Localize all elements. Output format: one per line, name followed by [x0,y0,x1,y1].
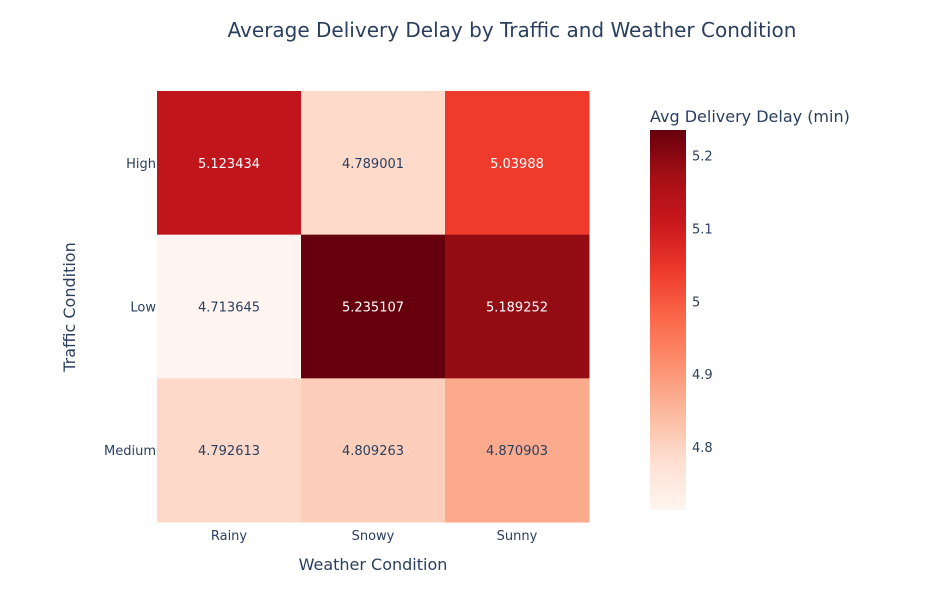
heatmap-cell-value: 4.789001 [342,157,404,172]
colorbar-gradient [650,130,686,510]
y-tick-label: Medium [104,444,156,459]
y-axis-ticks: High Low Medium [104,157,156,459]
heatmap-cell [157,234,302,379]
heatmap-cell [445,378,590,523]
y-tick-label: High [126,157,156,172]
heatmap-cell-value: 5.235107 [342,301,404,316]
colorbar: Avg Delivery Delay (min) 4.8 4.9 5 5.1 5.2 [650,107,850,510]
x-axis-title: Weather Condition [299,555,448,574]
y-axis-title: Traffic Condition [60,242,79,373]
heatmap-cell [301,91,446,236]
colorbar-title: Avg Delivery Delay (min) [650,107,850,126]
heatmap-cell-value: 5.03988 [490,157,544,172]
colorbar-tick-label: 4.8 [692,441,713,456]
chart-title: Average Delivery Delay by Traffic and We… [228,18,797,42]
colorbar-ticks: 4.8 4.9 5 5.1 5.2 [692,150,713,456]
heatmap-cell-value: 4.870903 [486,444,548,459]
heatmap-cell [157,378,302,523]
x-axis-ticks: Rainy Snowy Sunny [211,529,538,544]
heatmap-cells [157,91,590,523]
heatmap-cell [301,378,446,523]
heatmap-cell-value: 4.713645 [198,301,260,316]
x-tick-label: Snowy [352,529,395,544]
heatmap-cell-labels: 5.123434 4.789001 5.03988 4.713645 5.235107 5… [198,157,548,459]
x-tick-label: Sunny [497,529,538,544]
x-tick-label: Rainy [211,529,248,544]
y-tick-label: Low [130,301,156,316]
heatmap-cell-value: 4.809263 [342,444,404,459]
colorbar-tick-label: 5.1 [692,222,713,237]
heatmap-cell [157,91,302,236]
heatmap-cell-value: 4.792613 [198,444,260,459]
colorbar-tick-label: 5 [692,295,700,310]
colorbar-tick-label: 4.9 [692,368,713,383]
heatmap-cell-value: 5.123434 [198,157,260,172]
heatmap-cell [445,91,590,236]
plot-area: 5.123434 4.789001 5.03988 4.713645 5.235107 5… [157,91,590,523]
heatmap-cell [301,234,446,379]
colorbar-tick-label: 5.2 [692,150,713,165]
heatmap-cell [445,234,590,379]
heatmap-cell-value: 5.189252 [486,301,548,316]
